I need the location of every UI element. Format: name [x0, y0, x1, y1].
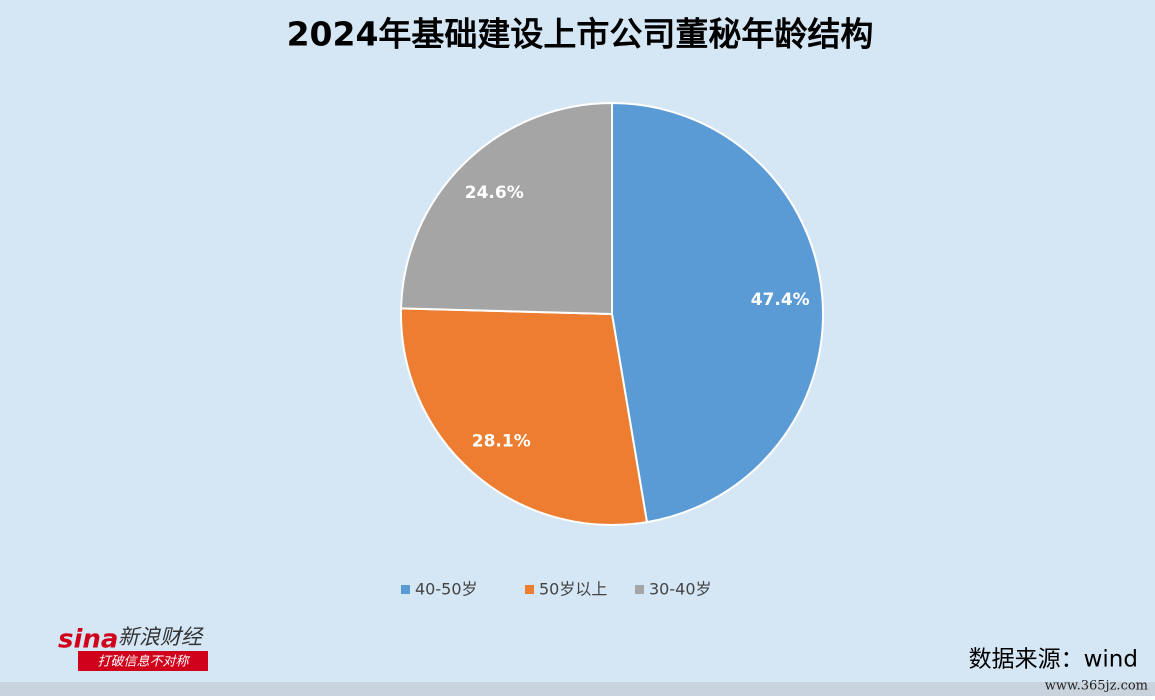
logo-box — [78, 651, 208, 671]
logo-name: 新浪财经 — [118, 625, 204, 649]
source: 数据来源：wind — [969, 647, 1138, 673]
legend-swatch — [401, 585, 410, 594]
legend-label: 40-50岁 — [415, 580, 478, 599]
pie-slice — [400, 307, 649, 526]
legend-swatch — [525, 585, 534, 594]
pie: 47.4% 28.1% 24.6% — [400, 101, 824, 526]
watermark-bar — [0, 682, 1155, 696]
logo-slogan: 打破信息不对称 — [97, 654, 190, 670]
legend: 40-50岁 50岁以上 30-40岁 — [401, 580, 712, 599]
data-label: 24.6% — [465, 183, 524, 203]
watermark: www.365jz.com — [1045, 679, 1148, 694]
data-label: 28.1% — [472, 431, 531, 451]
legend-label: 50岁以上 — [539, 580, 607, 599]
pie-slice — [400, 101, 613, 316]
pie-slice — [611, 101, 824, 524]
legend-swatch — [635, 585, 644, 594]
data-label: 47.4% — [751, 290, 810, 310]
legend-label: 30-40岁 — [649, 580, 712, 599]
chart-title: 2024年基础建设上市公司董秘年龄结构 — [287, 15, 874, 54]
logo-brand: sina — [58, 625, 118, 655]
